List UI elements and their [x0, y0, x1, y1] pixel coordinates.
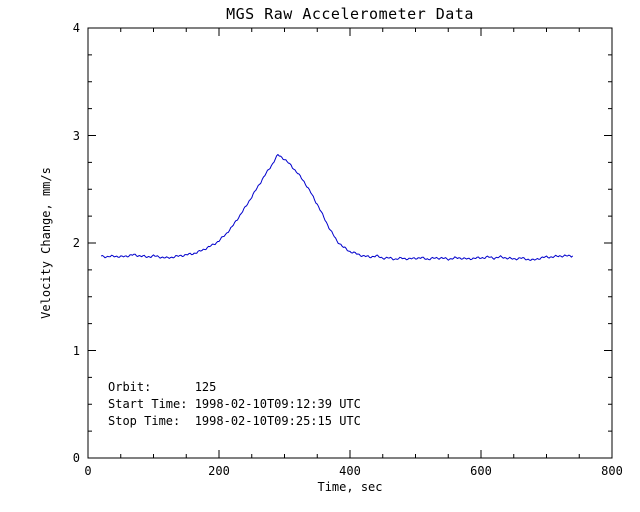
axes-box: [87, 27, 613, 459]
data-line: [100, 154, 574, 261]
